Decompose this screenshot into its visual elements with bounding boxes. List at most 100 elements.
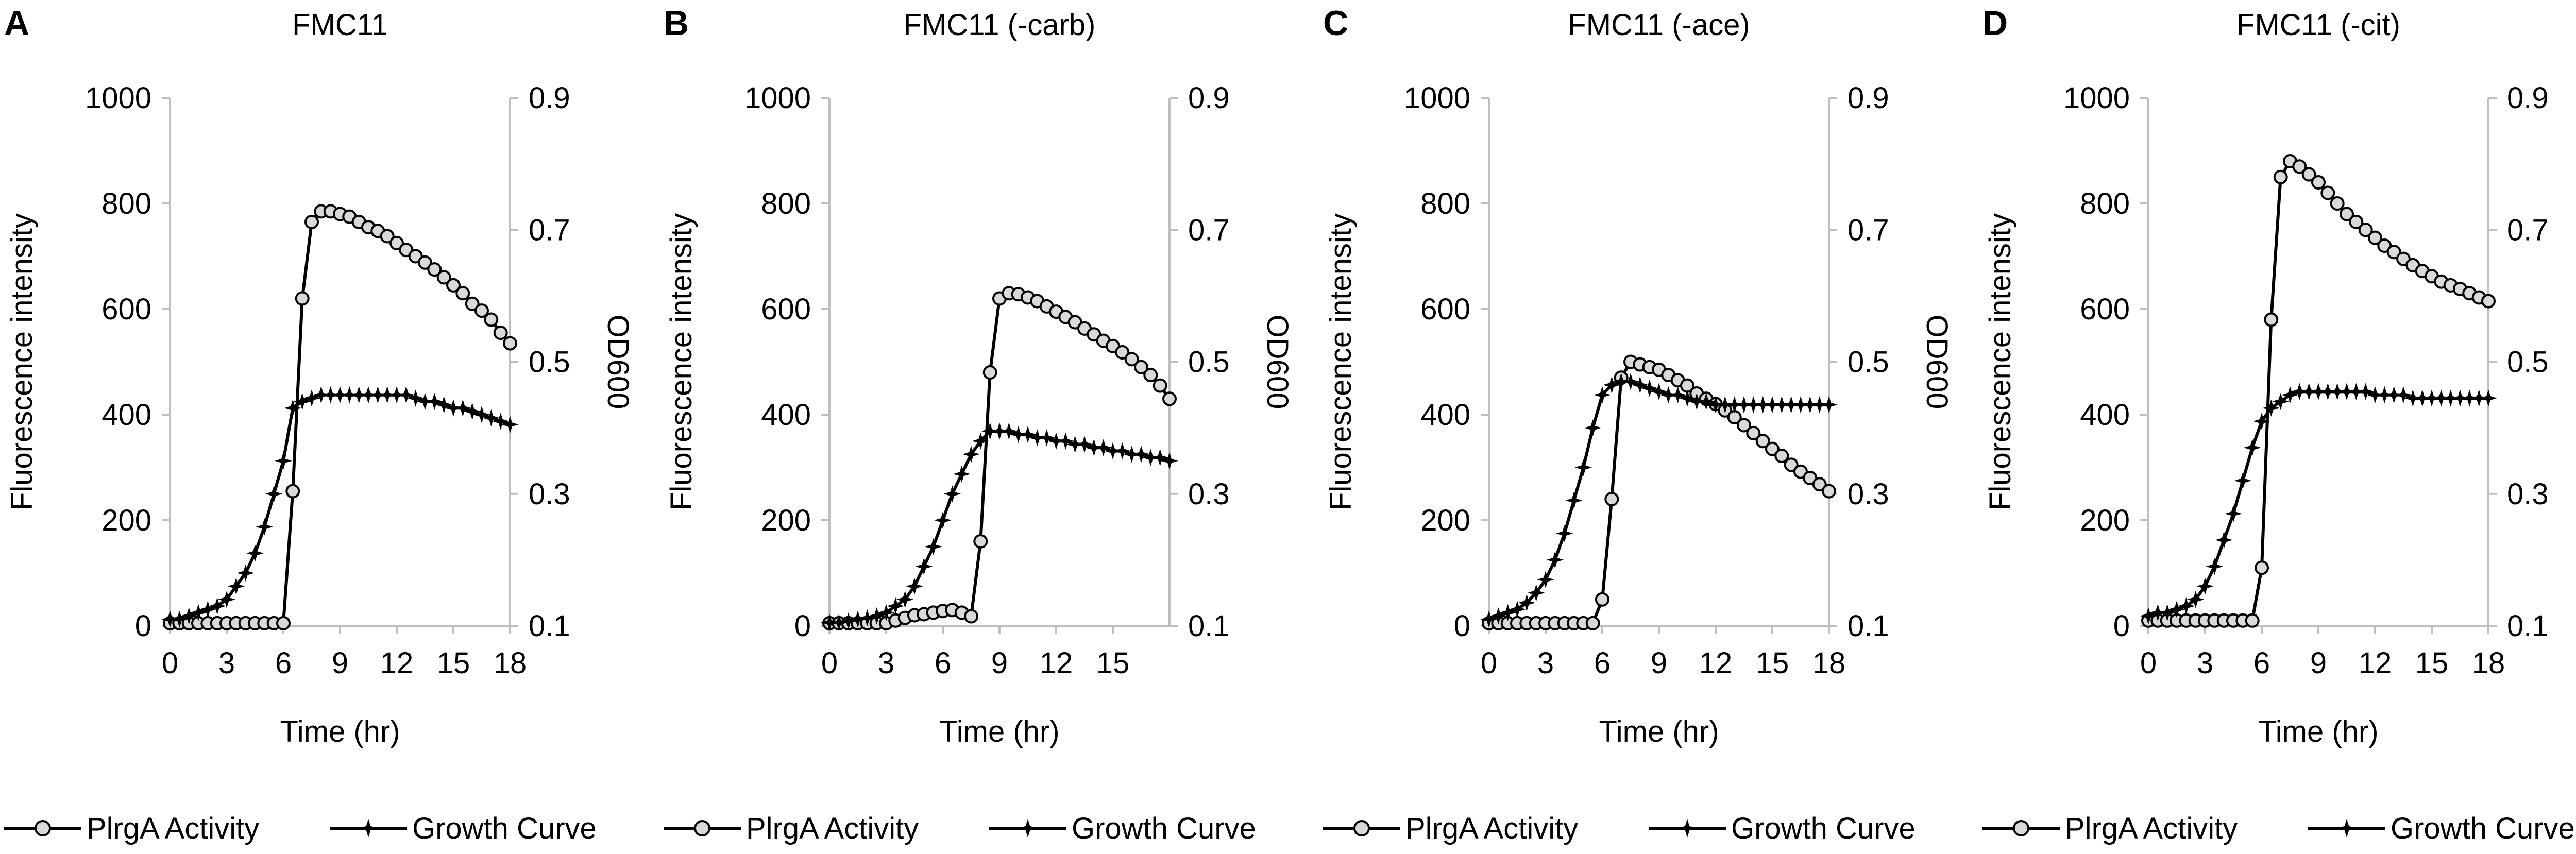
y-tick-label: 1000 <box>85 81 151 115</box>
data-point <box>1518 594 1535 611</box>
series-growth-curve <box>821 422 1178 631</box>
y2-tick-label: 0.3 <box>529 477 570 511</box>
y-axis-title: Fluorescence intensity <box>1324 213 1358 510</box>
y2-tick-label: 0.1 <box>2507 609 2549 643</box>
data-point <box>2329 383 2346 400</box>
data-point <box>2159 604 2176 622</box>
y-tick-label: 200 <box>1420 504 1470 537</box>
data-point <box>1755 434 1770 449</box>
x-tick-label: 9 <box>2310 646 2327 680</box>
data-point <box>2414 389 2431 407</box>
data-point <box>887 597 904 615</box>
legend-c: PlrgA Activity Growth Curve <box>1323 812 1916 845</box>
y2-axis-title: OD600 <box>1920 315 1954 409</box>
x-tick-label: 0 <box>821 646 838 680</box>
y2-tick-label: 0.1 <box>1188 609 1230 643</box>
data-point <box>1622 373 1639 390</box>
y-tick-label: 400 <box>101 398 151 432</box>
y-tick-label: 800 <box>1420 187 1470 220</box>
data-point <box>868 607 886 625</box>
data-point <box>1124 352 1139 367</box>
data-point <box>1594 386 1611 404</box>
data-point <box>1142 449 1159 466</box>
legend-growth-label: Growth Curve <box>412 812 597 845</box>
y-tick-label: 600 <box>761 293 811 326</box>
series-plrga-activity <box>822 286 1177 630</box>
data-point <box>1537 571 1554 589</box>
x-tick-label: 18 <box>1812 646 1846 680</box>
data-point <box>964 609 978 624</box>
data-point <box>1076 435 1093 453</box>
chart-panel-a: A FMC11 0 200 400 600 800 1000 0.1 0.3 0.5 0.7 0.9 0 3… <box>4 4 635 748</box>
x-tick-label: 15 <box>437 646 470 680</box>
data-point <box>276 616 291 630</box>
data-point <box>1650 383 1668 400</box>
x-tick-label: 6 <box>935 646 951 680</box>
data-point <box>1134 360 1148 374</box>
data-point <box>312 386 330 404</box>
data-point <box>1801 396 1819 414</box>
legend-growth-label: Growth Curve <box>1072 812 1256 845</box>
data-point <box>1123 446 1141 463</box>
data-point <box>1095 439 1112 456</box>
data-point <box>426 392 443 411</box>
data-point <box>1783 396 1800 414</box>
data-point <box>1489 607 1507 625</box>
y-tick-label: 0 <box>794 609 811 643</box>
data-point <box>265 485 283 503</box>
series-plrga-activity <box>163 204 517 630</box>
legend-growth-marker <box>1019 819 1037 838</box>
data-point <box>246 544 264 562</box>
chart-panel-c: C FMC11 (-ace) 0 200 400 600 800 1000 0.1 0.3 0.5 0… <box>1323 4 1954 748</box>
x-tick-label: 18 <box>494 646 527 680</box>
y-tick-label: 600 <box>2080 293 2130 326</box>
x-tick-label: 18 <box>2472 646 2505 680</box>
chart-panel-d: D FMC11 (-cit) 0 200 400 600 800 1000 0.1 0.3 0.5 0… <box>1982 4 2549 748</box>
data-point <box>2338 383 2355 400</box>
data-point <box>501 416 519 433</box>
y-tick-label: 200 <box>101 504 151 537</box>
data-point <box>389 235 404 250</box>
data-point <box>341 386 358 404</box>
y-tick-label: 400 <box>2080 398 2130 432</box>
data-point <box>180 607 198 625</box>
data-point <box>1765 441 1780 456</box>
chart-title: FMC11 (-carb) <box>904 8 1096 42</box>
data-point <box>2149 604 2166 622</box>
y-tick-label: 1000 <box>744 81 811 115</box>
x-tick-label: 12 <box>380 646 414 680</box>
data-point <box>2177 597 2195 615</box>
data-point <box>1115 345 1130 360</box>
legend-plrga-label: PlrgA Activity <box>1405 812 1578 845</box>
data-point <box>2206 558 2224 575</box>
data-point <box>2404 389 2421 407</box>
legend-b: PlrgA Activity Growth Curve <box>664 812 1256 845</box>
y2-tick-label: 0.9 <box>529 81 570 115</box>
data-point <box>934 511 952 529</box>
data-point <box>446 278 461 293</box>
data-point <box>418 255 432 270</box>
data-point <box>436 270 451 285</box>
data-point <box>2300 383 2318 400</box>
data-point <box>896 591 914 608</box>
data-point <box>482 409 500 427</box>
y2-tick-label: 0.7 <box>529 213 570 247</box>
data-point <box>1613 373 1630 390</box>
y2-tick-label: 0.7 <box>2507 213 2549 247</box>
data-point <box>484 312 499 327</box>
data-point <box>1161 452 1178 470</box>
y2-tick-label: 0.1 <box>1848 609 1889 643</box>
data-point <box>1811 396 1828 414</box>
x-axis-title: Time (hr) <box>280 715 400 748</box>
data-point <box>2187 591 2205 608</box>
data-point <box>1773 396 1790 414</box>
data-point <box>1735 396 1753 414</box>
data-point <box>2311 175 2326 190</box>
data-point <box>1019 425 1037 443</box>
data-point <box>2196 577 2214 595</box>
data-point <box>2291 383 2308 400</box>
data-point <box>1764 396 1781 414</box>
x-tick-label: 3 <box>878 646 894 680</box>
data-point <box>1000 422 1018 440</box>
data-point <box>1028 429 1046 447</box>
